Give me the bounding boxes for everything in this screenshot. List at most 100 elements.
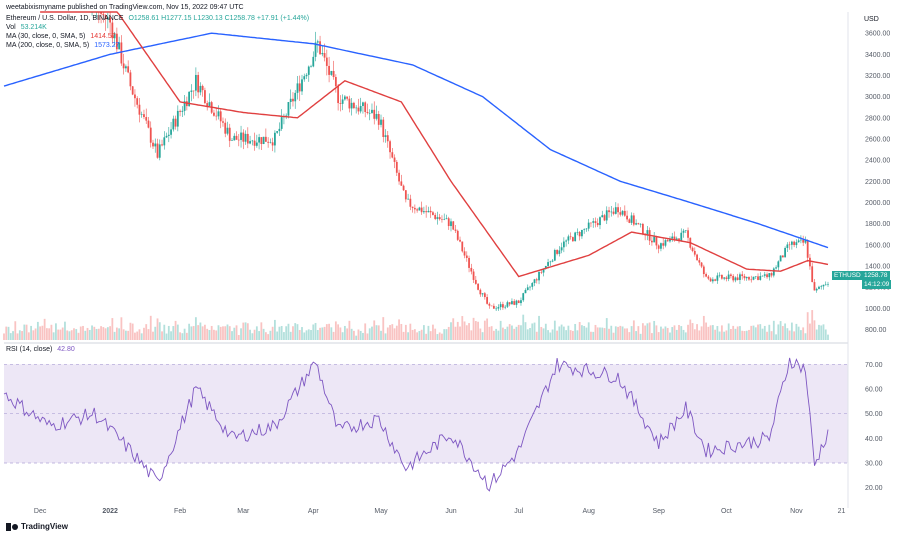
- candle-body: [174, 118, 177, 127]
- volume-bar: [143, 327, 145, 340]
- volume-bar: [592, 331, 595, 340]
- volume-legend[interactable]: Vol 53.214K: [6, 23, 50, 32]
- volume-bar: [757, 324, 759, 340]
- candle-body: [472, 271, 475, 280]
- candle-body: [669, 238, 671, 242]
- volume-bar: [323, 326, 326, 340]
- candle-body: [188, 91, 191, 107]
- candle-body: [768, 273, 771, 278]
- candle-body: [330, 70, 333, 75]
- ma200-legend[interactable]: MA (200, close, 0, SMA, 5) 1573.27: [6, 41, 123, 50]
- volume-bar: [648, 322, 651, 340]
- candle-body: [384, 135, 387, 137]
- volume-bar: [122, 329, 125, 340]
- volume-bar: [377, 325, 380, 340]
- ohlc-legend[interactable]: Ethereum / U.S. Dollar, 1D, BINANCE O125…: [6, 14, 312, 23]
- candle-body: [811, 266, 814, 283]
- volume-bar: [463, 321, 466, 340]
- volume-bar: [556, 330, 558, 340]
- rsi-tick-label: 70.00: [865, 362, 883, 369]
- volume-bar: [64, 321, 66, 340]
- rsi-label: RSI (14, close): [6, 346, 53, 353]
- volume-bar: [781, 326, 784, 340]
- candle-body: [348, 98, 351, 109]
- volume-bar: [739, 326, 741, 340]
- volume-bar: [809, 323, 811, 340]
- volume-bar: [97, 328, 100, 340]
- volume-bar: [393, 328, 396, 340]
- volume-bar: [603, 328, 606, 340]
- volume-bar: [375, 325, 378, 340]
- candle-body: [576, 231, 579, 233]
- ma30-legend[interactable]: MA (30, close, 0, SMA, 5) 1414.57: [6, 32, 119, 41]
- candle-body: [156, 143, 159, 158]
- candle-body: [425, 211, 428, 213]
- volume-bar: [795, 323, 798, 340]
- price-badge: 1258.78: [862, 271, 890, 280]
- volume-bar: [208, 330, 211, 340]
- volume-bar: [118, 328, 121, 340]
- candle-body: [596, 222, 599, 226]
- candle-body: [165, 135, 168, 138]
- volume-bar: [235, 325, 238, 340]
- candle-body: [547, 262, 549, 266]
- volume-bar: [465, 325, 468, 340]
- candle-body: [592, 221, 595, 223]
- volume-bar: [574, 323, 577, 340]
- volume-bar: [325, 324, 328, 340]
- candle-body: [540, 272, 543, 273]
- volume-bar: [655, 325, 658, 340]
- candle-body: [276, 131, 279, 133]
- volume-bar: [231, 331, 233, 340]
- candle-body: [739, 274, 741, 280]
- volume-bar: [278, 326, 281, 340]
- volume-bar: [52, 332, 55, 340]
- volume-bar: [429, 331, 432, 340]
- candle-body: [359, 105, 362, 112]
- candle-body: [287, 102, 290, 116]
- volume-bar: [106, 327, 109, 340]
- candle-body: [727, 274, 730, 280]
- volume-bar: [380, 330, 382, 340]
- candle-body: [784, 247, 787, 258]
- volume-bar: [274, 319, 276, 340]
- candle-body: [364, 102, 367, 112]
- candle-body: [481, 293, 484, 295]
- candle-body: [350, 102, 353, 109]
- candle-body: [339, 103, 342, 104]
- candle-body: [170, 129, 172, 135]
- candle-body: [585, 228, 588, 230]
- volume-bar: [596, 327, 599, 340]
- volume-bar: [341, 332, 344, 340]
- volume-bar: [18, 330, 21, 340]
- volume-bar: [188, 323, 191, 340]
- candle-body: [219, 111, 222, 122]
- volume-bar: [61, 327, 64, 340]
- countdown-badge: 14:12:09: [862, 280, 892, 289]
- volume-bar: [470, 330, 473, 340]
- volume-bar: [612, 332, 615, 340]
- candle-body: [368, 112, 371, 114]
- rsi-tick-label: 20.00: [865, 485, 883, 492]
- price-tick-label: 1000.00: [865, 306, 890, 313]
- candle-body: [427, 210, 430, 213]
- candle-body: [332, 70, 335, 78]
- candle-body: [641, 223, 644, 235]
- candle-body: [237, 139, 240, 141]
- volume-bar: [711, 325, 714, 340]
- candle-body: [612, 211, 615, 214]
- tradingview-logo[interactable]: TradingView: [6, 522, 68, 531]
- volume-bar: [567, 325, 570, 340]
- rsi-legend[interactable]: RSI (14, close) 42.80: [6, 345, 78, 354]
- candle-body: [506, 302, 509, 307]
- candle-body: [183, 101, 186, 111]
- volume-bar: [84, 330, 87, 340]
- volume-bar: [199, 322, 202, 340]
- volume-bar: [723, 331, 726, 340]
- volume-bar: [355, 335, 358, 340]
- volume-bar: [684, 332, 687, 340]
- candle-body: [743, 276, 746, 279]
- volume-bar: [517, 324, 520, 340]
- time-tick-label: May: [374, 508, 388, 515]
